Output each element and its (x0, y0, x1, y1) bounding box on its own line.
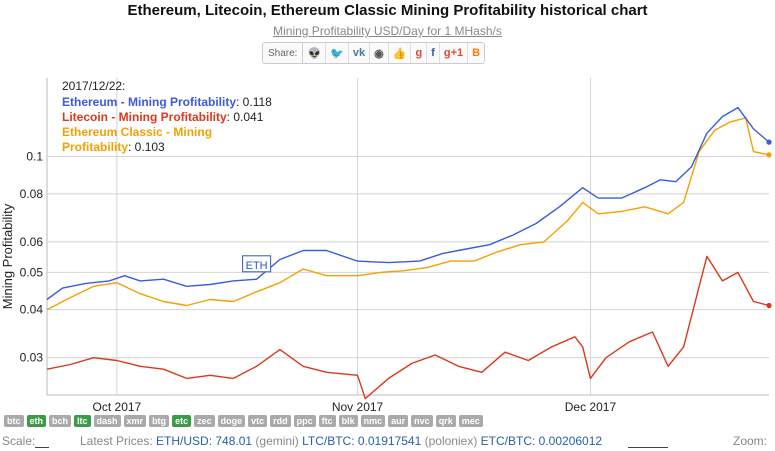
coin-toggle-vtc[interactable]: vtc (248, 415, 268, 427)
footer-bar: Scale: Latest Prices: ETH/USD: 748.01 (g… (0, 434, 775, 450)
eth-annotation-label[interactable]: ETH (246, 260, 268, 272)
coin-toggle-aur[interactable]: aur (388, 415, 409, 427)
coin-toggle-btc[interactable]: btc (4, 415, 24, 427)
zoom-control[interactable] (628, 447, 668, 448)
x-tick-label: Nov 2017 (332, 400, 384, 414)
share-facebook-button[interactable]: f (427, 43, 440, 63)
chart[interactable]: 0.03 0.04 0.05 0.06 0.08 0.1 Oct 2017 Nov 2017 D… (0, 70, 775, 414)
series-marker (766, 302, 772, 309)
coin-toggle-zec[interactable]: zec (194, 415, 215, 427)
coin-toggle-xmr[interactable]: xmr (123, 415, 147, 427)
series-marker (766, 152, 772, 158)
coin-toggle-bch[interactable]: bch (49, 415, 72, 427)
x-tick-label: Oct 2017 (93, 400, 142, 414)
share-reddit-button[interactable]: 👽 (303, 43, 327, 63)
share-vk-button[interactable]: vk (349, 43, 371, 63)
chart-subtitle[interactable]: Mining Profitability USD/Day for 1 MHash… (0, 24, 775, 38)
tooltip-line: Ethereum - Mining Profitability: 0.118 (62, 95, 272, 109)
y-tick-label: 0.08 (20, 187, 44, 201)
tooltip-series-label: Ethereum Classic - Mining (62, 125, 212, 139)
coin-toggle-btg[interactable]: btg (149, 415, 170, 427)
eth-price-label: ETH/USD: (156, 434, 216, 448)
share-googleplus-button[interactable]: g+1 (440, 43, 469, 63)
y-tick-label: 0.04 (20, 303, 44, 317)
eth-annotation-box[interactable] (242, 255, 272, 273)
y-tick-label: 0.03 (20, 351, 44, 365)
scale-label: Scale: (2, 434, 36, 448)
eth-price-source: (gemini) (252, 434, 303, 448)
y-tick-label: 0.05 (20, 265, 44, 279)
subtitle-link[interactable]: Mining Profitability USD/Day for 1 MHash… (273, 24, 502, 38)
coin-toggle-eth[interactable]: eth (26, 415, 46, 427)
x-tick-label: Dec 2017 (565, 400, 617, 414)
tooltip-series-label: Ethereum - Mining Profitability (62, 95, 236, 109)
coin-toggle-dash[interactable]: dash (93, 415, 121, 427)
y-tick-label: 0.06 (20, 235, 44, 249)
series-line (46, 117, 770, 311)
tooltip-line: Ethereum Classic - Mining (62, 125, 212, 139)
latest-prices: Latest Prices: ETH/USD: 748.01 (gemini) … (80, 434, 602, 448)
tooltip-date: 2017/12/22: (62, 79, 125, 93)
tooltip-series-value: : 0.041 (227, 110, 264, 124)
share-bar: Share: 👽 🐦 vk ◉ 👍 g f g+1 B (262, 42, 486, 64)
tooltip-series-value: : 0.118 (236, 95, 272, 109)
chart-title: Ethereum, Litecoin, Ethereum Classic Min… (127, 2, 648, 19)
tooltip-series-label: Litecoin - Mining Profitability (62, 110, 227, 124)
y-axis-label: Mining Profitability (0, 203, 15, 309)
tooltip-series-value: : 0.103 (128, 140, 165, 154)
etc-price-value: 0.00206012 (538, 434, 603, 448)
coin-toggle-qrk[interactable]: qrk (435, 415, 456, 427)
coin-toggle-nvc[interactable]: nvc (411, 415, 433, 427)
share-label: Share: (263, 43, 304, 63)
prices-prefix: Latest Prices: (80, 434, 157, 448)
coin-toggle-nmc[interactable]: nmc (360, 415, 386, 427)
tooltip-line: Litecoin - Mining Profitability: 0.041 (62, 110, 264, 124)
etc-price-label: ETC/BTC: (480, 434, 539, 448)
coin-toggle-etc[interactable]: etc (172, 415, 192, 427)
coin-toggle-rdd[interactable]: rdd (270, 415, 291, 427)
coin-toggle-doge[interactable]: doge (217, 415, 246, 427)
tooltip-series-label: Profitability (62, 140, 128, 154)
share-weibo-button[interactable]: ◉ (370, 43, 389, 63)
coin-toggle-mec[interactable]: mec (458, 415, 483, 427)
coin-toggle-blk[interactable]: blk (338, 415, 358, 427)
coin-toggle-ftc[interactable]: ftc (318, 415, 336, 427)
coin-toggle-ppc[interactable]: ppc (293, 415, 316, 427)
share-like-button[interactable]: 👍 (389, 43, 412, 63)
coin-toggles: btc eth bch ltc dash xmr btg etc zec doge vtc rdd pp… (4, 415, 483, 427)
share-twitter-button[interactable]: 🐦 (326, 43, 349, 63)
ltc-price-label: LTC/BTC: (302, 434, 358, 448)
series-line (46, 255, 770, 400)
scale-control[interactable] (35, 447, 49, 448)
zoom-label: Zoom: (733, 434, 768, 448)
series-line (46, 106, 770, 301)
share-google-button[interactable]: g (411, 43, 428, 63)
share-blogger-button[interactable]: B (472, 47, 481, 59)
eth-price-value: 748.01 (215, 434, 253, 448)
coin-toggle-ltc[interactable]: ltc (74, 415, 91, 427)
tooltip-line: Profitability: 0.103 (62, 140, 165, 154)
y-tick-label: 0.1 (26, 150, 43, 164)
series-marker (766, 139, 772, 145)
ltc-price-source: (poloniex) (421, 434, 481, 448)
ltc-price-value: 0.01917541 (357, 434, 422, 448)
